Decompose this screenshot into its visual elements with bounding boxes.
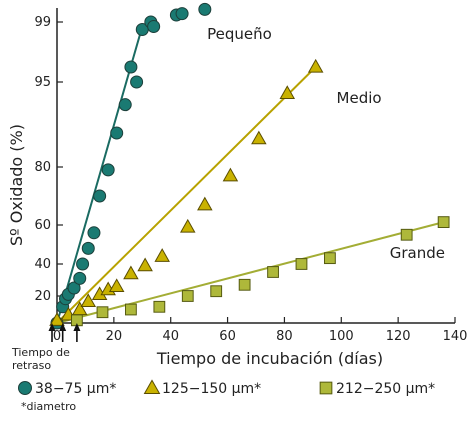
legend-marker-circle: [18, 381, 32, 395]
lag-label-line-1: Tiempo de: [11, 346, 70, 359]
point-pequeño-19: [175, 7, 189, 21]
y-tick-label-80: 80: [34, 160, 51, 175]
lag-label-line-2: retraso: [12, 359, 51, 372]
point-grande-3: [153, 300, 166, 313]
lag-arrow-head-1: [59, 323, 67, 331]
point-pequeño-7: [81, 241, 95, 255]
lag-arrow-head-0: [48, 323, 56, 331]
point-pequeño-14: [130, 75, 144, 89]
x-tick-label-20: 20: [106, 329, 123, 344]
series-label-medio: Medio: [337, 89, 382, 107]
point-medio-15: [307, 58, 324, 73]
point-medio-10: [180, 218, 196, 233]
legend-marker-triangle: [143, 379, 161, 395]
legend-label-0: 38−75 µm*: [35, 381, 116, 397]
x-tick-label-0: 0: [53, 329, 61, 344]
fit-line-pequeño: [56, 26, 144, 324]
y-tick-label-40: 40: [34, 257, 51, 272]
point-medio-3: [80, 293, 97, 308]
point-grande-4: [181, 290, 194, 302]
x-tick-label-140: 140: [443, 329, 468, 344]
point-medio-8: [137, 257, 153, 272]
point-pequeño-4: [67, 281, 81, 295]
x-axis-title: Tiempo de incubación (días): [156, 349, 383, 368]
point-grande-8: [295, 258, 308, 270]
point-grande-5: [210, 285, 223, 298]
legend-label-1: 125−150 µm*: [162, 381, 261, 397]
point-pequeño-5: [73, 271, 87, 285]
legend: 38−75 µm* 125−150 µm* 212−250 µm*: [18, 379, 435, 397]
point-grande-10: [400, 228, 413, 241]
point-pequeño-20: [198, 2, 212, 16]
point-grande-1: [96, 306, 109, 319]
axes: [56, 8, 455, 324]
point-pequeño-6: [76, 257, 90, 271]
data-marks: [49, 2, 450, 330]
series-labels: Pequeño Medio Grande: [207, 25, 445, 262]
point-medio-0: [49, 312, 65, 326]
point-pequeño-13: [124, 60, 138, 74]
point-pequeño-12: [118, 98, 132, 112]
point-medio-9: [154, 248, 170, 262]
lag-arrow-head-2: [73, 323, 81, 331]
fit-line-grande: [56, 221, 444, 324]
y-tick-label-60: 60: [34, 218, 51, 233]
x-tick-label-80: 80: [276, 329, 293, 344]
point-pequeño-11: [110, 126, 124, 140]
point-medio-7: [123, 265, 139, 280]
point-grande-7: [267, 266, 279, 278]
legend-marker-square: [319, 381, 333, 395]
point-pequeño-9: [93, 189, 107, 203]
series-label-pequeño: Pequeño: [207, 25, 272, 43]
point-medio-6: [108, 278, 125, 293]
point-grande-6: [238, 278, 251, 291]
point-medio-13: [251, 130, 267, 145]
series-label-grande: Grande: [390, 244, 445, 262]
point-medio-11: [197, 196, 213, 211]
point-medio-14: [279, 85, 296, 99]
y-tick-label-95: 95: [34, 75, 51, 90]
point-grande-11: [437, 216, 450, 228]
point-grande-9: [324, 252, 336, 265]
point-pequeño-8: [87, 226, 101, 240]
x-tick-label-120: 120: [386, 329, 411, 344]
y-axis-title: Sº Oxidado (%): [7, 124, 26, 246]
point-grande-2: [125, 303, 137, 316]
x-tick-label-40: 40: [162, 329, 179, 344]
y-tick-label-20: 20: [34, 289, 51, 304]
legend-label-2: 212−250 µm*: [336, 381, 435, 397]
point-pequeño-17: [147, 20, 161, 33]
footnote: *diametro: [21, 400, 76, 413]
fit-lines: [56, 26, 444, 324]
x-tick-label-60: 60: [219, 329, 236, 344]
point-medio-12: [222, 167, 239, 182]
y-tick-label-99: 99: [34, 15, 51, 30]
fit-line-medio: [56, 66, 317, 324]
x-tick-label-100: 100: [329, 329, 354, 344]
point-pequeño-10: [101, 163, 115, 177]
